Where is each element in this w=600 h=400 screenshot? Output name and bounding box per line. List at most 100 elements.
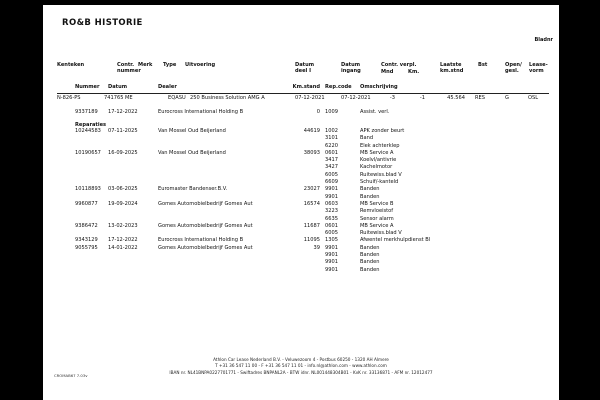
cell-dealer: Eurocross International Holding B xyxy=(158,108,244,115)
cell-code: 9901 xyxy=(325,186,338,193)
cell-contr-verpl-km: -1 xyxy=(419,95,425,101)
table-line: 10190657 16-09-2025 Van Mossel Oud Beijerl… xyxy=(43,150,559,157)
cell-nummer: 9055795 xyxy=(75,244,98,251)
cell-code: 0603 xyxy=(325,200,338,207)
cell-descr: Banden xyxy=(360,259,380,266)
table-line: 6005 Ruitewiss.blad V xyxy=(43,172,559,179)
table-line: 6220 Elek achterklep xyxy=(43,143,559,150)
page-title: RO&B HISTORIE xyxy=(62,18,143,28)
cell-nummer: 9960877 xyxy=(75,200,98,207)
cell-descr: Assist. verl. xyxy=(360,108,390,115)
cell-datum-ingang: 07-12-2021 xyxy=(341,95,371,101)
cell-dealer: Eurocross International Holding B xyxy=(158,237,244,244)
cell-bst: RES xyxy=(475,95,485,101)
table-line: 6005 Ruitewiss.blad V xyxy=(43,230,559,237)
cell-descr: Schuif/-kanteld xyxy=(360,179,399,186)
col-header-datum-deel1: Datum deel I xyxy=(295,62,315,75)
table-line: 3427 Kachelmotor xyxy=(43,164,559,171)
table-line: 9055795 14-01-2022 Gomes Automobielbedrijf… xyxy=(43,245,559,252)
cell-descr: Elek achterklep xyxy=(360,142,400,149)
cell-code: 1009 xyxy=(325,108,338,115)
cell-km: 38093 xyxy=(303,149,320,156)
cell-km: 44619 xyxy=(303,128,320,134)
col-header-datum-ingang: Datum ingang xyxy=(341,62,361,75)
cell-descr: MB Service A xyxy=(360,222,394,229)
cell-code: 6005 xyxy=(325,230,338,237)
table-line: 6609 Schuif/-kanteld xyxy=(43,179,559,186)
table-line: 9901 Banden xyxy=(43,259,559,266)
cell-datum: 17-12-2022 xyxy=(108,108,138,115)
cell-dealer: Gomes Automobielbedrijf Gomes Aut xyxy=(158,222,253,229)
cell-code: 0601 xyxy=(325,149,338,156)
table-line: 9343129 17-12-2022 Eurocross International… xyxy=(43,237,559,244)
cell-code: 9901 xyxy=(325,259,338,266)
cell-descr: Sensor alarm xyxy=(360,215,394,222)
cell-descr: Banden xyxy=(360,266,380,273)
table-line: 9386472 13-02-2023 Gomes Automobielbedrijf… xyxy=(43,223,559,230)
cell-km: 0 xyxy=(316,108,320,115)
cell-datum: 17-12-2022 xyxy=(108,237,138,244)
table-line: 10244583 07-11-2025 Van Mossel Oud Beijerl… xyxy=(43,128,559,135)
cell-descr: Remvloeistof xyxy=(360,208,394,215)
col-header-dealer: Dealer xyxy=(158,84,177,90)
cell-kenteken: N-826-PS xyxy=(57,95,81,101)
cell-code: 0601 xyxy=(325,222,338,229)
cell-descr: Kachelmotor xyxy=(360,164,393,171)
cell-nummer: 10118893 xyxy=(75,186,101,193)
cell-code: 3223 xyxy=(325,208,338,215)
cell-datum: 07-11-2025 xyxy=(108,128,138,134)
cell-code: 9901 xyxy=(325,193,338,200)
cell-km: 11095 xyxy=(303,237,320,244)
cell-leasevorm: OSL xyxy=(528,95,539,101)
cell-descr: Ruitewiss.blad V xyxy=(360,171,402,178)
cell-code: 3427 xyxy=(325,164,338,171)
cell-contr-nummer: 741765 xyxy=(104,95,124,101)
col-header-uitvoering: Uitvoering xyxy=(185,62,216,68)
col-header-bst: Bst xyxy=(478,62,488,68)
document-version: CROMAB67 7.03v xyxy=(54,373,88,378)
cell-code: 6609 xyxy=(325,179,338,186)
cell-km: 16574 xyxy=(303,200,320,207)
table-line: 3223 Remvloeistof xyxy=(43,208,559,215)
col-header-merk: Merk xyxy=(138,62,153,68)
cell-code: 6005 xyxy=(325,171,338,178)
cell-descr: Banden xyxy=(360,193,380,200)
cell-code: 1305 xyxy=(325,237,338,244)
cell-uitvoering: 250 Business Solution AMG A xyxy=(190,95,265,101)
cell-dealer: Van Mossel Oud Beijerland xyxy=(158,128,226,134)
cell-dealer: Euromaster Bandenser.B.V. xyxy=(158,186,228,193)
repair-rows: 10244583 07-11-2025 Van Mossel Oud Beijerl… xyxy=(43,128,559,274)
table-line: 3417 Koelvl/antivrie xyxy=(43,157,559,164)
cell-merk: ME xyxy=(125,95,133,101)
cell-code: 1002 xyxy=(325,128,338,134)
table-line: 9901 Banden xyxy=(43,194,559,201)
header-divider xyxy=(57,92,549,94)
cell-descr: Koelvl/antivrie xyxy=(360,157,397,164)
cell-contr-verpl-mnd: -3 xyxy=(389,95,395,101)
cell-code: 9901 xyxy=(325,252,338,259)
col-header-contr-verpl: Contr. verpl. xyxy=(381,62,417,68)
col-header-laatste-kmstnd: Laatste km.stnd xyxy=(440,62,464,75)
cell-datum: 19-09-2024 xyxy=(108,200,138,207)
cell-type: EQASU xyxy=(168,95,186,101)
col-header-open-gesl: Open/ gesl. xyxy=(505,62,522,75)
col-header-kenteken: Kenteken xyxy=(57,62,85,68)
footer: Athlon Car Lease Nederland B.V. - Veluwe… xyxy=(43,357,559,376)
cell-code: 6635 xyxy=(325,215,338,222)
cell-descr: Banden xyxy=(360,186,380,193)
cell-nummer: 9343129 xyxy=(75,237,98,244)
col-header-datum: Datum xyxy=(108,84,128,90)
col-header-type: Type xyxy=(163,62,177,68)
cell-open-gesl: G xyxy=(505,95,509,101)
col-header-repcode: Rep.code xyxy=(325,84,352,90)
cell-dealer: Van Mossel Oud Beijerland xyxy=(158,149,226,156)
cell-datum: 13-02-2023 xyxy=(108,222,138,229)
report-page: RO&B HISTORIE Bladnr Kenteken Contr. num… xyxy=(43,5,559,400)
col-header-kmstand: Km.stand xyxy=(292,84,320,90)
vehicle-row: N-826-PS 741765 ME EQASU 250 Business So… xyxy=(43,95,559,103)
cell-code: 3417 xyxy=(325,157,338,164)
cell-code: 6220 xyxy=(325,142,338,149)
col-header-km: Km. xyxy=(408,68,420,75)
cell-descr: Ruitewiss.blad V xyxy=(360,230,402,237)
cell-nummer: 10190657 xyxy=(75,149,101,156)
